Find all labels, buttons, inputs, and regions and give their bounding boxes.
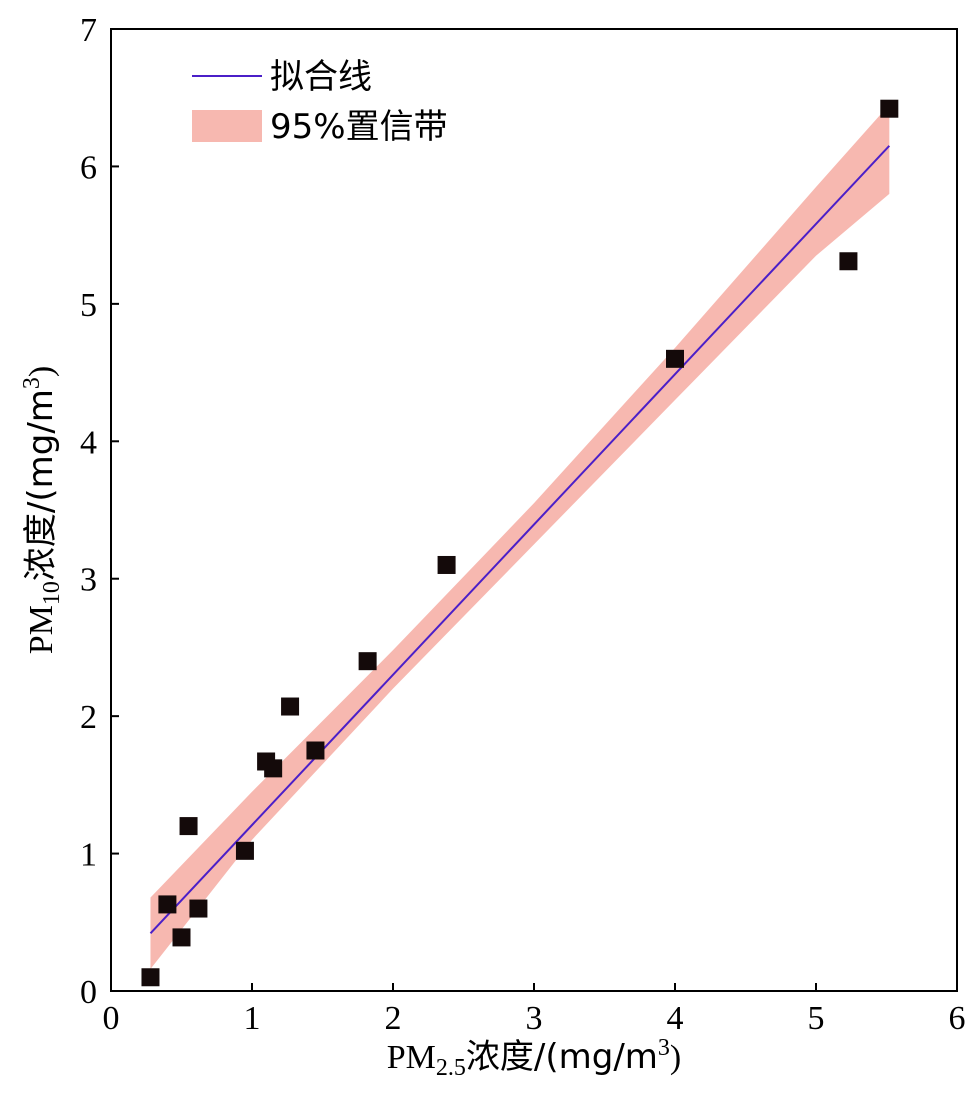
x-tick-label: 3 [526, 1000, 543, 1037]
y-axis-title: PM10浓度/(mg/m3) [19, 366, 65, 654]
data-point [358, 652, 377, 671]
x-tick-label: 5 [808, 1000, 825, 1037]
x-axis-title-end: ) [670, 1039, 681, 1076]
x-tick-label: 0 [103, 1000, 120, 1037]
y-axis-ticks: 0 1 2 3 4 5 6 7 [80, 12, 119, 1011]
y-axis-title-unit: 浓度/(mg/m [21, 389, 61, 581]
data-point [158, 895, 177, 914]
y-tick-label: 6 [80, 149, 97, 186]
data-point [172, 928, 191, 947]
x-axis-title: PM2.5浓度/(mg/m3) [387, 1035, 681, 1081]
x-tick-label: 1 [244, 1000, 261, 1037]
y-axis-title-subscript: 10 [39, 581, 65, 605]
fit-line [149, 145, 891, 934]
legend-band-swatch [192, 110, 262, 142]
data-point [306, 741, 325, 760]
x-tick-label: 4 [667, 1000, 684, 1037]
data-point [179, 817, 198, 836]
legend-fit-label: 拟合线 [270, 57, 372, 97]
x-tick-label: 2 [385, 1000, 402, 1037]
data-points-layer [141, 99, 899, 987]
y-tick-label: 5 [80, 287, 97, 324]
y-tick-label: 4 [80, 424, 97, 461]
confidence-band-layer [150, 104, 890, 970]
y-axis-title-prefix: PM [23, 605, 60, 654]
data-point [437, 555, 456, 574]
legend-band-label: 95%置信带 [270, 107, 448, 147]
y-tick-label: 7 [80, 12, 97, 49]
x-axis-title-unit: 浓度/(mg/m [466, 1037, 658, 1077]
y-tick-label: 2 [80, 699, 97, 736]
y-axis-title-superscript: 3 [19, 377, 45, 389]
y-axis-title-end: ) [23, 366, 60, 377]
y-tick-label: 3 [80, 562, 97, 599]
fit-line-layer [149, 145, 891, 934]
x-axis-title-subscript: 2.5 [436, 1055, 466, 1081]
x-tick-label: 6 [949, 1000, 966, 1037]
data-point [264, 759, 283, 778]
legend: 拟合线 95%置信带 [192, 57, 448, 147]
data-point [281, 697, 300, 716]
confidence-band [150, 104, 890, 970]
data-point [141, 968, 160, 987]
data-point [880, 99, 899, 118]
y-tick-label: 1 [80, 837, 97, 874]
data-point [666, 349, 684, 368]
x-axis-title-prefix: PM [387, 1039, 436, 1076]
data-point [235, 841, 254, 860]
data-point [189, 899, 208, 918]
x-axis-title-superscript: 3 [658, 1035, 670, 1061]
y-tick-label: 0 [80, 974, 97, 1011]
data-point [839, 252, 858, 271]
x-axis-ticks: 0 1 2 3 4 5 6 [103, 983, 966, 1037]
